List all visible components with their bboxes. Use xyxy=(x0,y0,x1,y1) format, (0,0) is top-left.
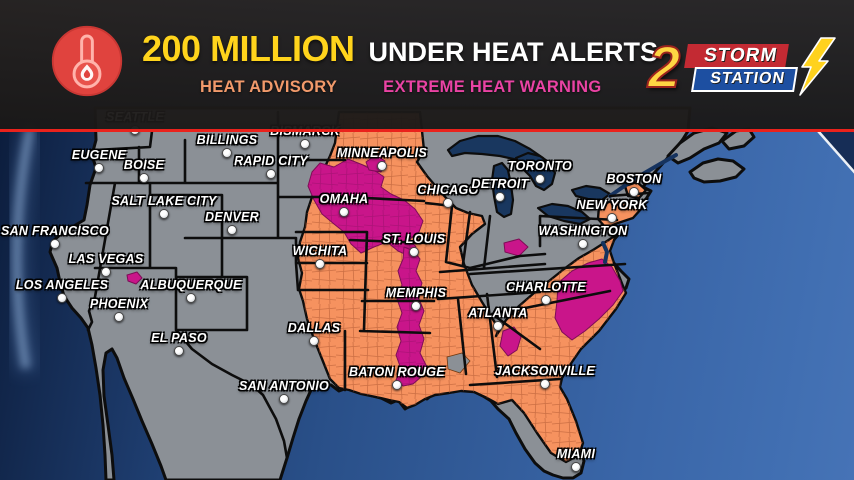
new-brunswick-gaspe xyxy=(666,126,729,165)
st-lawrence-river xyxy=(608,153,678,198)
lake-ontario xyxy=(570,184,612,202)
alert-legend: HEAT ADVISORY EXTREME HEAT WARNING xyxy=(200,78,602,97)
logo-word-storm: STORM xyxy=(684,44,790,68)
warning-carolinas-coast xyxy=(554,258,624,341)
channel-number: 2 xyxy=(647,34,681,101)
chesapeake-bay xyxy=(601,241,610,264)
warning-georgia xyxy=(499,326,522,357)
lake-huron xyxy=(514,151,557,192)
state-borders xyxy=(84,110,650,460)
nova-scotia xyxy=(688,157,746,184)
warning-las-vegas xyxy=(126,271,143,285)
lake-michigan xyxy=(490,161,515,219)
thermometer-flame-icon xyxy=(51,25,123,97)
great-lakes xyxy=(446,134,612,226)
lightning-bolt-icon xyxy=(799,37,836,96)
globe-edge-highlight xyxy=(817,130,854,174)
headline-text: UNDER HEAT ALERTS xyxy=(368,37,659,67)
warning-virginia xyxy=(503,238,529,257)
header-banner: 200 MILLION UNDER HEAT ALERTS HEAT ADVISO… xyxy=(0,0,854,132)
storm-station-logo: 2 STORM STATION xyxy=(647,34,836,101)
logo-word-station: STATION xyxy=(691,67,798,92)
extreme-heat-warning-regions xyxy=(126,154,624,387)
legend-extreme-heat-warning: EXTREME HEAT WARNING xyxy=(383,78,602,96)
warning-county-texture xyxy=(308,159,426,386)
legend-heat-advisory: HEAT ADVISORY xyxy=(200,78,338,96)
headline-count: 200 MILLION xyxy=(142,28,355,69)
globe-atmosphere-arc-bright xyxy=(12,127,35,369)
headline: 200 MILLION UNDER HEAT ALERTS xyxy=(142,28,658,70)
heat-advisory-region-nyc xyxy=(596,198,643,230)
